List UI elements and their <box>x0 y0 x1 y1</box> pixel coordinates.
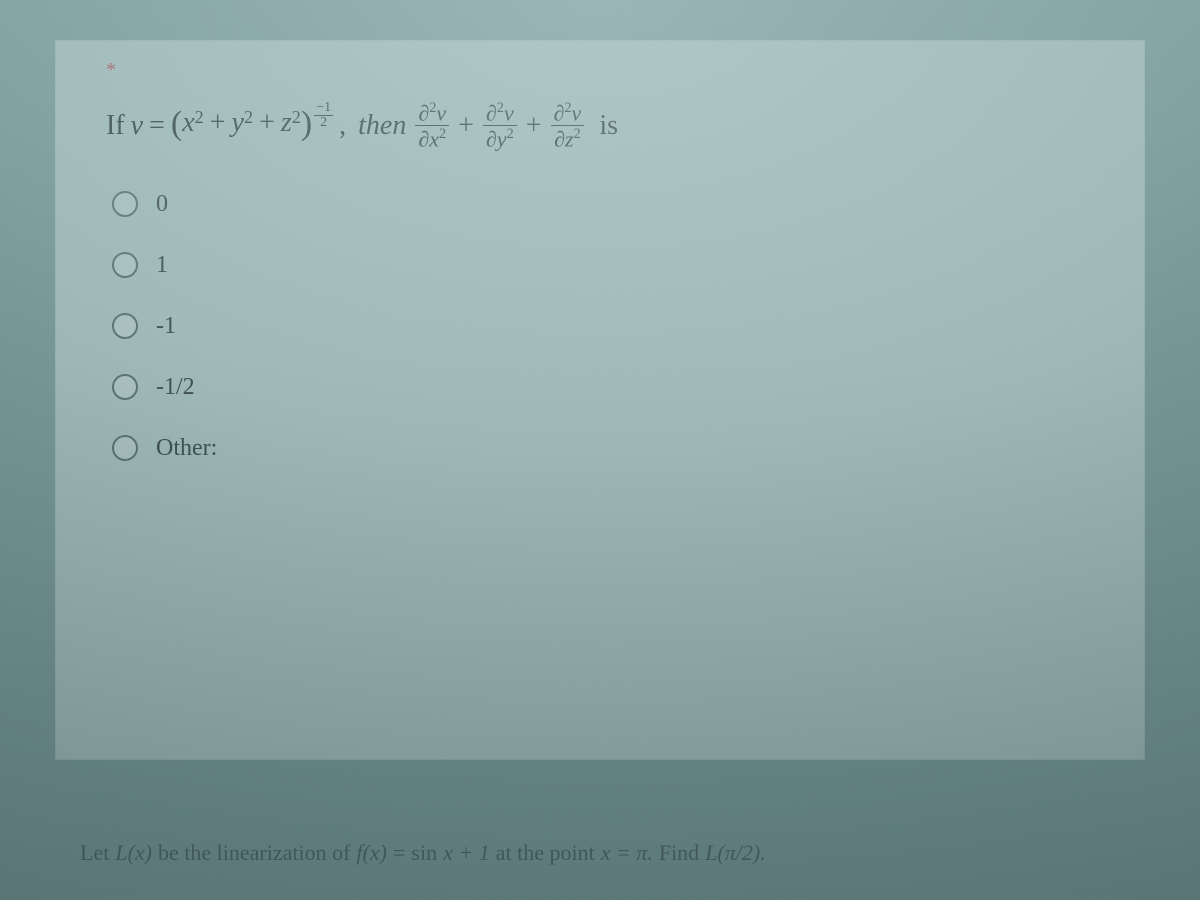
q-x2: 2 <box>195 107 204 128</box>
option-1[interactable]: 1 <box>112 252 1094 279</box>
q-exp-num: 1 <box>324 100 331 115</box>
option-neg1[interactable]: -1 <box>112 313 1094 340</box>
option-label: -1 <box>156 313 176 340</box>
option-0[interactable]: 0 <box>112 191 1094 218</box>
d2v-1c: v <box>436 100 446 125</box>
d2v-2a: ∂ <box>486 100 497 125</box>
dy-1c: 2 <box>507 126 514 142</box>
q-plus4: + <box>526 110 542 142</box>
frac-dx: ∂2v ∂x2 <box>415 101 449 151</box>
q-is: is <box>599 110 618 142</box>
radio-icon[interactable] <box>112 435 138 461</box>
frac-dy: ∂2v ∂y2 <box>483 101 517 151</box>
dy-1b: y <box>497 127 507 152</box>
question-card: * If v = ( x2 + y2 + z2 ) −1 2 , then <box>55 40 1145 760</box>
q-exponent: −1 2 <box>314 101 333 130</box>
nq-Lpi2: L(π/2). <box>705 840 766 866</box>
d2v-3a: ∂ <box>554 100 565 125</box>
dx-1c: 2 <box>439 126 446 142</box>
d2v-2c: v <box>504 100 514 125</box>
nq-let: Let <box>80 840 109 866</box>
q-plus1: + <box>210 107 226 139</box>
option-label: 1 <box>156 252 168 279</box>
nq-Lr: (x) <box>128 840 152 865</box>
radio-icon[interactable] <box>112 191 138 217</box>
q-plus3: + <box>458 110 474 142</box>
option-other[interactable]: Other: <box>112 435 1094 462</box>
d2v-1a: ∂ <box>418 100 429 125</box>
option-neg-half[interactable]: -1/2 <box>112 374 1094 401</box>
q-then: then <box>358 110 406 142</box>
options-group: 0 1 -1 -1/2 Other: <box>112 191 1094 462</box>
q-z2: 2 <box>292 107 301 128</box>
nq-fr: (x) <box>363 840 387 865</box>
d2v-3b: 2 <box>564 100 571 116</box>
radio-icon[interactable] <box>112 313 138 339</box>
dz-1c: 2 <box>574 126 581 142</box>
dx-1a: ∂ <box>418 127 429 152</box>
nq-x1: x + 1 <box>443 840 490 866</box>
q-lparen: ( <box>171 105 182 143</box>
q-comma: , <box>339 110 346 142</box>
dy-1a: ∂ <box>486 127 497 152</box>
dz-1b: z <box>565 127 574 152</box>
nq-find: Find <box>659 840 699 866</box>
nq-xpi: x = π. <box>601 840 653 866</box>
option-label: -1/2 <box>156 374 195 401</box>
q-rparen: ) <box>301 105 312 143</box>
nq-at: at the point <box>496 840 595 866</box>
q-if: If <box>106 110 125 142</box>
q-y2: 2 <box>244 107 253 128</box>
dz-1a: ∂ <box>554 127 565 152</box>
q-plus2: + <box>259 107 275 139</box>
option-label: Other: <box>156 435 217 462</box>
frac-dz: ∂2v ∂z2 <box>551 101 585 151</box>
d2v-3c: v <box>572 100 582 125</box>
q-var: v <box>131 110 143 142</box>
nq-eq: = <box>393 840 405 866</box>
nq-sin: sin <box>411 840 437 866</box>
nq-L: L <box>115 840 127 865</box>
q-eq: = <box>149 110 165 142</box>
q-exp-sign: − <box>316 100 324 115</box>
d2v-2b: 2 <box>497 100 504 116</box>
radio-icon[interactable] <box>112 252 138 278</box>
question-text: If v = ( x2 + y2 + z2 ) −1 2 , then ∂2v <box>106 101 1094 151</box>
dx-1b: x <box>429 127 439 152</box>
required-star: * <box>106 59 116 82</box>
q-exp-den: 2 <box>318 116 329 130</box>
nq-be: be the linearization of <box>158 840 350 866</box>
radio-icon[interactable] <box>112 374 138 400</box>
q-x: x <box>182 107 194 139</box>
q-z: z <box>281 107 292 139</box>
option-label: 0 <box>156 191 168 218</box>
next-question-text: Let L(x) be the linearization of f(x) = … <box>80 840 766 866</box>
q-y: y <box>232 107 244 139</box>
